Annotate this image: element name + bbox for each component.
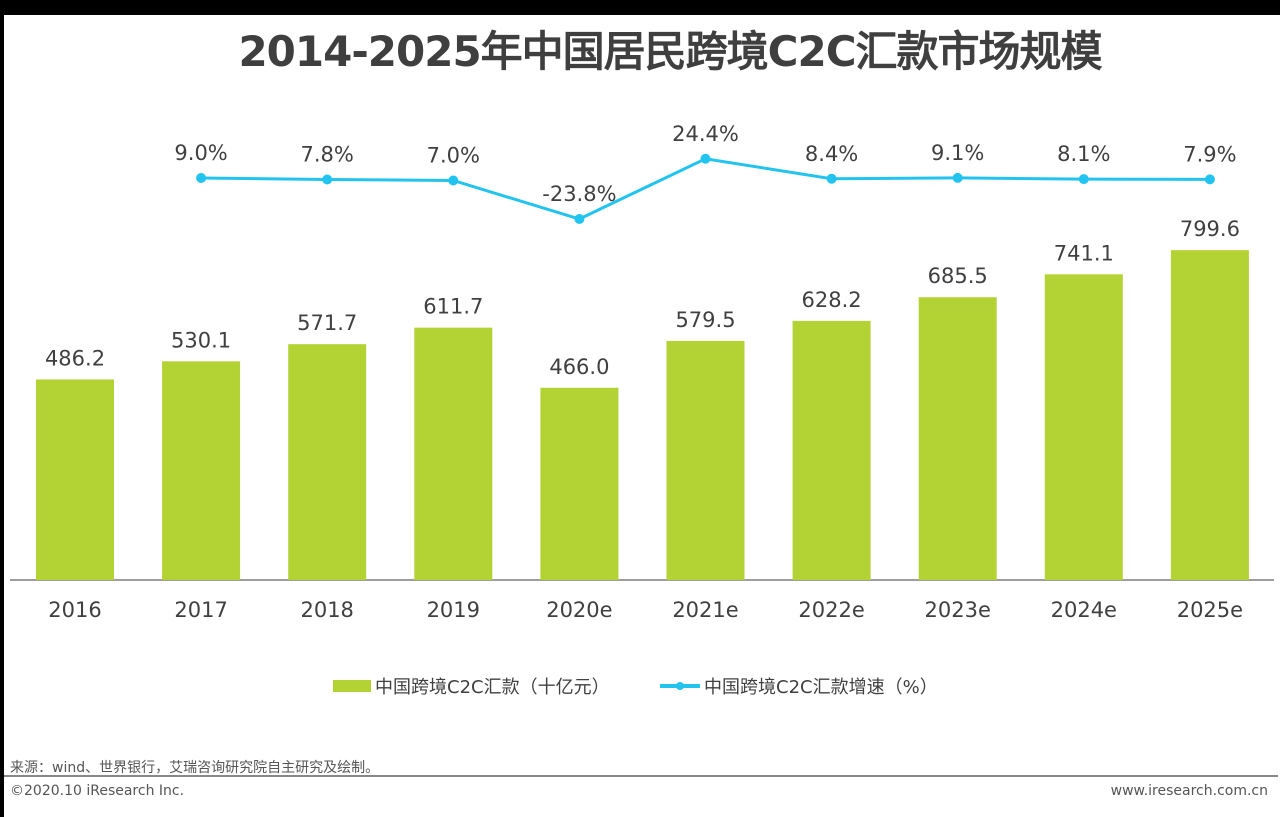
bar-value-label: 466.0: [549, 355, 609, 379]
growth-point: [574, 214, 585, 224]
bar-value-label: 799.6: [1180, 217, 1240, 241]
bar: [792, 320, 871, 580]
bar: [666, 340, 745, 580]
bar-value-label: 486.2: [45, 346, 105, 370]
bar-value-label: 628.2: [802, 288, 862, 312]
copyright: ©2020.10 iResearch Inc.: [10, 783, 185, 799]
x-tick-label: 2023e: [925, 598, 991, 622]
bar-value-label: 741.1: [1054, 241, 1114, 265]
growth-point: [1078, 174, 1089, 185]
footer-divider: [4, 775, 1278, 777]
x-tick-label: 2021e: [672, 598, 738, 622]
growth-line: [201, 157, 1210, 221]
growth-point: [196, 173, 207, 183]
legend-line-label: 中国跨境C2C汇款增速（%）: [704, 677, 938, 698]
legend-item-line: 中国跨境C2C汇款增速（%）: [660, 673, 938, 699]
bar: [162, 361, 241, 580]
growth-point: [448, 175, 459, 186]
chart-title: 2014-2025年中国居民跨境C2C汇款市场规模: [238, 27, 1102, 76]
growth-value-label: 7.9%: [1183, 142, 1236, 166]
growth-value-label: 8.4%: [805, 142, 858, 166]
bar-value-label: 685.5: [928, 264, 988, 288]
legend-bar-label: 中国跨境C2C汇款（十亿元）: [375, 677, 610, 698]
bar-value-label: 611.7: [423, 295, 483, 319]
growth-point: [826, 173, 837, 184]
bar: [1044, 274, 1123, 580]
bar-value-label: 579.5: [675, 308, 735, 332]
x-tick-label: 2024e: [1051, 598, 1117, 622]
x-tick-label: 2017: [174, 598, 227, 622]
legend-line-swatch: [660, 679, 700, 693]
bar-value-label: 530.1: [171, 328, 231, 352]
x-tick-label: 2018: [300, 598, 353, 622]
bar: [36, 379, 114, 580]
bar: [918, 297, 997, 580]
x-tick-label: 2019: [427, 598, 480, 622]
growth-point: [952, 172, 963, 183]
growth-value-label: 9.0%: [174, 141, 227, 165]
growth-value-label: 24.4%: [672, 122, 739, 146]
growth-point: [700, 153, 711, 164]
growth-point: [322, 174, 333, 185]
x-tick-label: 2022e: [798, 598, 864, 622]
growth-point: [1204, 174, 1215, 185]
legend-bar-swatch: [333, 680, 371, 692]
x-tick-label: 2016: [48, 598, 101, 622]
bar: [414, 327, 493, 580]
x-tick-label: 2020e: [546, 598, 612, 622]
growth-value-label: 7.0%: [427, 144, 480, 168]
bar: [288, 344, 367, 580]
legend-item-bar: 中国跨境C2C汇款（十亿元）: [333, 673, 610, 699]
growth-value-label: 9.1%: [931, 141, 984, 165]
bar-value-label: 571.7: [297, 311, 357, 335]
x-tick-label: 2025e: [1177, 598, 1243, 622]
growth-value-label: 7.8%: [301, 143, 354, 167]
website: www.iresearch.com.cn: [1110, 783, 1268, 799]
bar: [1170, 250, 1249, 581]
growth-value-label: -23.8%: [542, 182, 616, 206]
growth-value-label: 8.1%: [1057, 142, 1110, 166]
source-note: 来源：wind、世界银行，艾瑞咨询研究院自主研究及绘制。: [10, 760, 380, 776]
bar: [540, 387, 619, 580]
